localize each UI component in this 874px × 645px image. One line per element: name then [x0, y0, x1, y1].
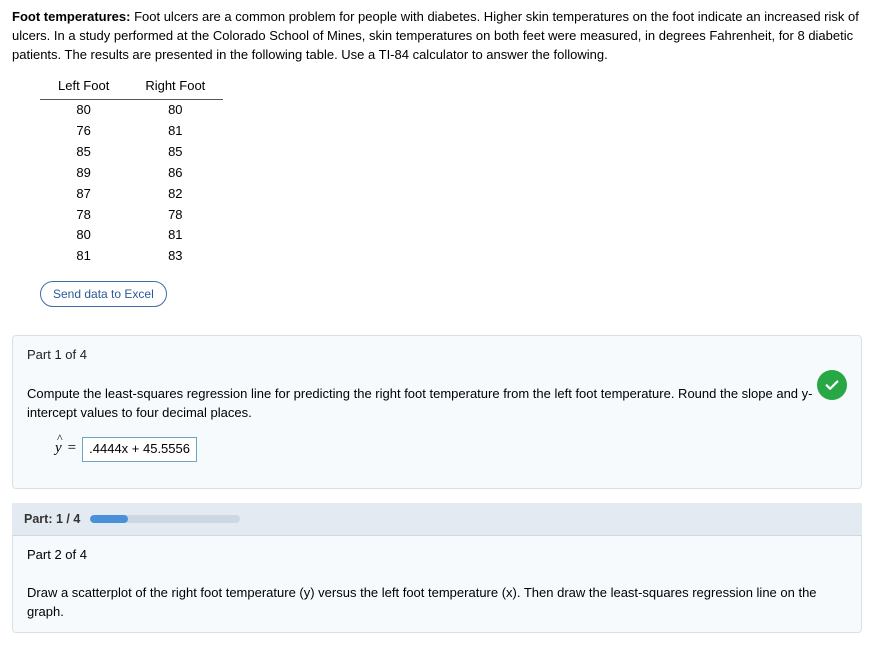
- table-cell: 80: [127, 100, 223, 121]
- intro-paragraph: Foot temperatures: Foot ulcers are a com…: [12, 8, 862, 65]
- table-row: 8782: [40, 184, 223, 205]
- table-cell: 86: [127, 163, 223, 184]
- table-row: 7878: [40, 205, 223, 226]
- table-cell: 78: [127, 205, 223, 226]
- send-to-excel-button[interactable]: Send data to Excel: [40, 281, 167, 307]
- regression-formula: y = .4444x + 45.5556: [55, 437, 847, 462]
- check-icon: [817, 370, 847, 400]
- intro-text: Foot ulcers are a common problem for peo…: [12, 9, 859, 62]
- intro-bold: Foot temperatures:: [12, 9, 130, 24]
- equals-sign: =: [68, 438, 76, 460]
- table-row: 8585: [40, 142, 223, 163]
- table-row: 7681: [40, 121, 223, 142]
- progress-label: Part: 1 / 4: [24, 510, 80, 528]
- table-cell: 89: [40, 163, 127, 184]
- table-cell: 76: [40, 121, 127, 142]
- table-cell: 85: [127, 142, 223, 163]
- data-block: Left FootRight Foot 80807681858589868782…: [40, 75, 862, 308]
- table-body: 80807681858589868782787880818183: [40, 100, 223, 267]
- table-header-row: Left FootRight Foot: [40, 75, 223, 100]
- progress-fill: [90, 515, 128, 523]
- table-row: 8081: [40, 225, 223, 246]
- yhat-symbol: y: [55, 438, 62, 460]
- table-row: 8080: [40, 100, 223, 121]
- table-cell: 80: [40, 100, 127, 121]
- table-row: 8183: [40, 246, 223, 267]
- table-cell: 83: [127, 246, 223, 267]
- table-col-header: Left Foot: [40, 75, 127, 100]
- table-row: 8986: [40, 163, 223, 184]
- table-cell: 81: [127, 225, 223, 246]
- table-cell: 81: [127, 121, 223, 142]
- table-cell: 87: [40, 184, 127, 205]
- table-cell: 85: [40, 142, 127, 163]
- regression-answer-input[interactable]: .4444x + 45.5556: [82, 437, 197, 462]
- table-col-header: Right Foot: [127, 75, 223, 100]
- table-cell: 80: [40, 225, 127, 246]
- part1-header: Part 1 of 4: [13, 336, 861, 365]
- part1-prompt: Compute the least-squares regression lin…: [27, 385, 847, 423]
- table-cell: 81: [40, 246, 127, 267]
- progress-row: Part: 1 / 4: [12, 503, 862, 536]
- part2-prompt: Draw a scatterplot of the right foot tem…: [27, 584, 847, 622]
- progress-track: [90, 515, 240, 523]
- table-cell: 82: [127, 184, 223, 205]
- data-table: Left FootRight Foot 80807681858589868782…: [40, 75, 223, 268]
- part2-card: Part 2 of 4 Draw a scatterplot of the ri…: [12, 536, 862, 634]
- part1-card: Part 1 of 4 Compute the least-squares re…: [12, 335, 862, 488]
- table-cell: 78: [40, 205, 127, 226]
- part2-header: Part 2 of 4: [13, 536, 861, 565]
